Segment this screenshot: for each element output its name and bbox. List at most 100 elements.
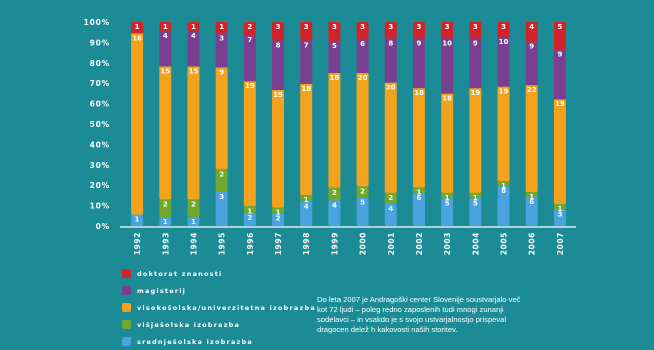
- bar-value-label: 18: [301, 85, 311, 93]
- bar-value-label: 2: [191, 200, 196, 208]
- bar-value-label: 9: [219, 68, 224, 76]
- x-tick-label: 2000: [359, 232, 368, 255]
- x-tick-label: 2003: [443, 232, 452, 255]
- x-tick-label: 1996: [246, 232, 255, 255]
- bar-value-label: 2: [388, 194, 393, 202]
- bar-value-label: 9: [529, 42, 534, 50]
- bar-value-label: 18: [442, 95, 452, 103]
- bar-value-label: 1: [135, 216, 140, 224]
- bar-segment: [187, 30, 200, 67]
- legend-item-visokosolska: visokošolska/univerzitetna izobrazba: [122, 299, 332, 316]
- bar-segment: [215, 169, 228, 192]
- bar-segment: [356, 22, 369, 39]
- bar-segment: [300, 201, 313, 226]
- bar-segment: [243, 35, 256, 82]
- bar-segment: [412, 38, 425, 89]
- bar-segment: [243, 212, 256, 226]
- bar-value-label: 1: [135, 23, 140, 31]
- bar-segment: [412, 187, 425, 193]
- bar-segment: [131, 33, 144, 215]
- bar-value-label: 10: [499, 38, 509, 46]
- bar-value-label: 4: [163, 32, 168, 40]
- bar-value-label: 22: [527, 86, 537, 94]
- bar-value-label: 1: [163, 218, 168, 226]
- bar-value-label: 19: [499, 88, 509, 96]
- bar-value-label: 1: [557, 205, 562, 213]
- bar-segment: [525, 85, 538, 192]
- x-tick-label: 2007: [556, 232, 565, 255]
- bar-segment: [300, 195, 313, 202]
- bar-segment: [497, 186, 510, 226]
- x-tick-label: 1992: [133, 232, 142, 255]
- bar-value-label: 9: [417, 40, 422, 48]
- bar-segment: [384, 192, 397, 204]
- legend-item-doktorat: doktorat znanosti: [122, 265, 332, 282]
- bar-value-label: 3: [360, 23, 365, 31]
- bar-segment: [553, 203, 566, 210]
- bar-segment: [384, 82, 397, 193]
- y-tick-label: 100%: [84, 18, 110, 27]
- bar-value-label: 19: [555, 100, 565, 108]
- description-note: Do leta 2007 je Andragoški center Sloven…: [317, 295, 639, 335]
- bar-value-label: 1: [529, 193, 534, 201]
- bar-segment: [243, 206, 256, 213]
- bar-segment: [300, 83, 313, 196]
- x-tick-label: 2004: [471, 232, 480, 255]
- bar-value-label: 1: [304, 196, 309, 204]
- bar-segment: [553, 49, 566, 100]
- bar-segment: [384, 22, 397, 39]
- bar-segment: [384, 203, 397, 226]
- bar-segment: [328, 41, 341, 73]
- legend-label-visokosolska: visokošolska/univerzitetna izobrazba: [137, 303, 316, 312]
- bar-segment: [159, 66, 172, 200]
- bar-segment: [215, 67, 228, 170]
- bar-segment: [497, 36, 510, 87]
- note-line: dragocen delež h kakovosti naših storite…: [317, 325, 458, 334]
- bar-value-label: 20: [358, 74, 368, 82]
- bar-segment: [356, 73, 369, 187]
- y-tick-label: 60%: [90, 100, 110, 109]
- bar-value-label: 2: [360, 187, 365, 195]
- bar-value-label: 15: [160, 67, 170, 75]
- bar-segment: [300, 22, 313, 41]
- bar-value-label: 8: [276, 42, 281, 50]
- bar-segment: [243, 81, 256, 207]
- legend-item-visjesolska: višješolska izobrazba: [122, 316, 332, 333]
- bar-segment: [441, 93, 454, 193]
- y-tick-label: 0%: [96, 222, 110, 231]
- bar-value-label: 2: [332, 189, 337, 197]
- bar-value-label: 1: [276, 208, 281, 216]
- bar-segment: [215, 192, 228, 226]
- bar-value-label: 6: [417, 194, 422, 202]
- bar-segment: [384, 38, 397, 83]
- bar-segment: [159, 199, 172, 218]
- bar-segment: [469, 198, 482, 226]
- bar-value-label: 18: [330, 74, 340, 82]
- bar-segment: [272, 22, 285, 41]
- legend-swatch-visokosolska: [122, 303, 131, 312]
- bar-segment: [553, 99, 566, 204]
- bar-segment: [215, 33, 228, 68]
- bar-value-label: 19: [273, 91, 283, 99]
- bar-value-label: 19: [245, 82, 255, 90]
- bar-value-label: 6: [529, 198, 534, 206]
- x-tick-label: 1995: [218, 232, 227, 255]
- legend: doktorat znanosti magisterij visokošolsk…: [122, 265, 332, 350]
- bar-value-label: 1: [473, 194, 478, 202]
- bar-value-label: 1: [417, 188, 422, 196]
- bar-value-label: 3: [557, 210, 562, 218]
- bar-value-label: 2: [219, 170, 224, 178]
- legend-swatch-visjesolska: [122, 320, 131, 329]
- bar-segment: [441, 38, 454, 94]
- bar-value-label: 7: [304, 42, 309, 50]
- legend-item-srednjesolska: srednješolska izobrazba: [122, 333, 332, 350]
- legend-swatch-magisterij: [122, 286, 131, 295]
- bar-segment: [328, 73, 341, 188]
- bar-value-label: 1: [219, 23, 224, 31]
- bar-value-label: 4: [304, 202, 309, 210]
- bar-value-label: 2: [247, 214, 252, 222]
- bar-segment: [187, 66, 200, 200]
- legend-label-visjesolska: višješolska izobrazba: [137, 320, 241, 329]
- bar-segment: [553, 209, 566, 226]
